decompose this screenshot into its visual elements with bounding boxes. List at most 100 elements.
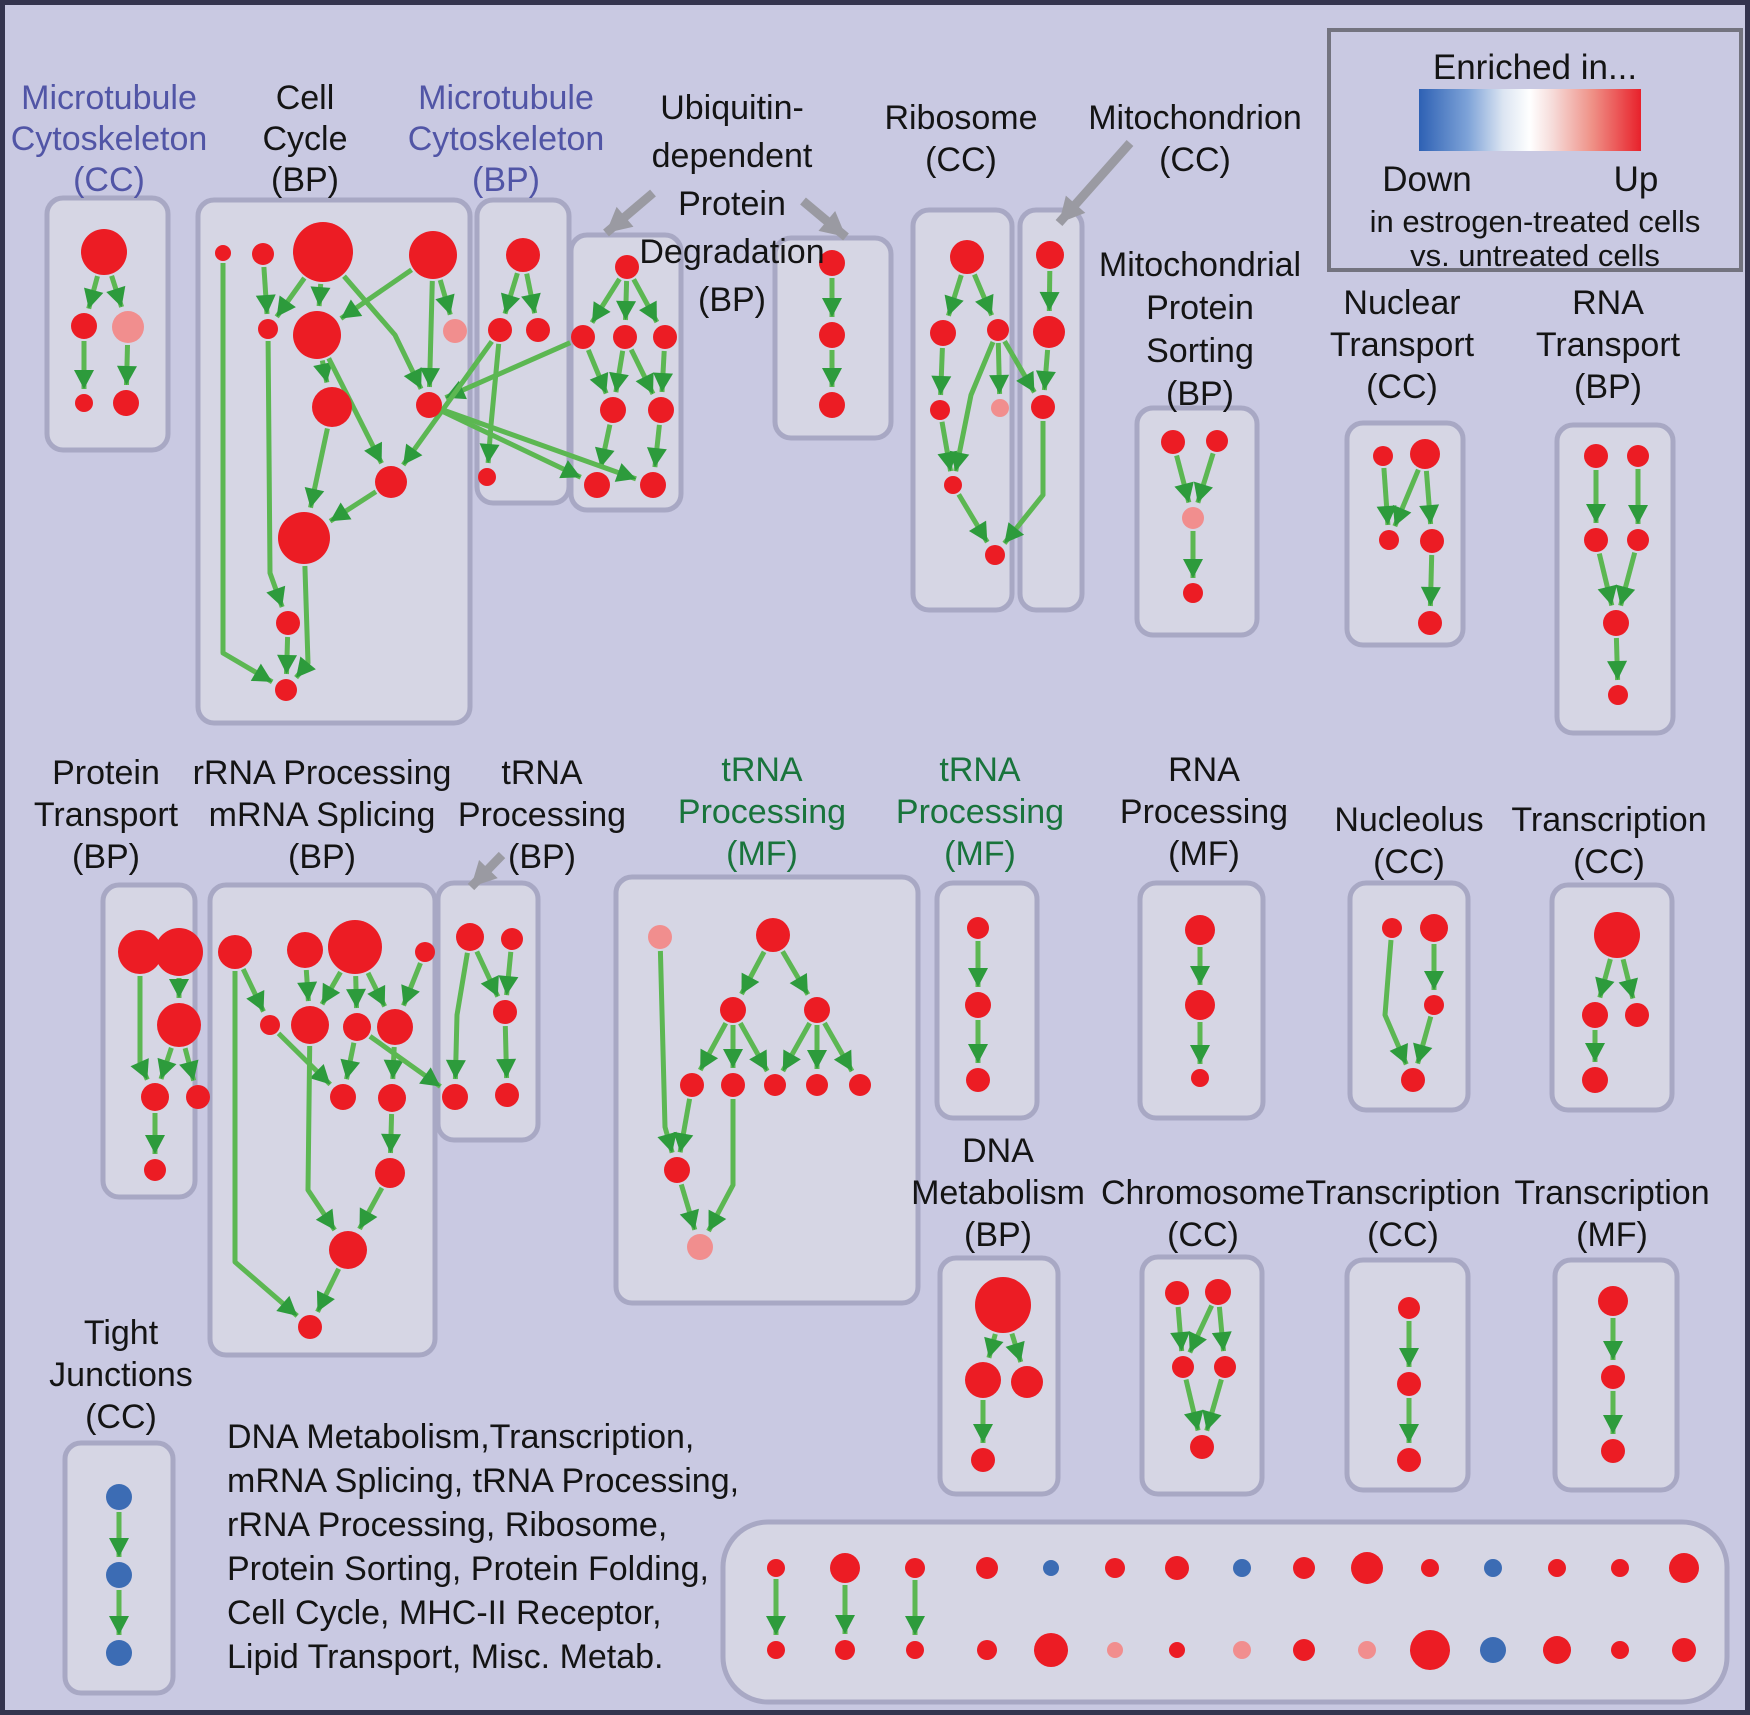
cluster-label-nuctrans: Nuclear: [1343, 284, 1460, 322]
go-term-node-mtbp: [526, 318, 550, 342]
go-term-node-nuctrans: [1410, 439, 1440, 469]
legend-box: Enriched in... Down Up in estrogen-treat…: [1327, 28, 1743, 273]
go-term-node-trnamf1: [764, 1074, 786, 1096]
enrichment-edge: [989, 342, 1010, 395]
cluster-label-ribosome: Ribosome: [884, 99, 1037, 137]
go-term-node-trnamf1: [664, 1157, 690, 1183]
go-term-node-trnamf1: [756, 918, 790, 952]
cluster-label-mtcc: Microtubule: [21, 79, 197, 117]
cluster-box-rnatrans: [1554, 422, 1676, 736]
go-term-node-rrna: [328, 920, 382, 974]
enrichment-edge: [401, 339, 494, 467]
cluster-label-transcc1: Transcription: [1511, 801, 1706, 839]
go-term-node-tightjunc: [106, 1640, 132, 1666]
enrichment-edge: [1193, 452, 1216, 504]
cluster-label-cellcycle: (BP): [271, 161, 339, 199]
go-term-node-ubiquitin: [653, 325, 677, 349]
enrichment-edge: [628, 348, 656, 396]
label-callout-arrow: [800, 197, 849, 241]
go-term-node-trnamf1: [648, 925, 672, 949]
go-term-node-mito: [1033, 316, 1065, 348]
go-term-node-transcc1: [1625, 1003, 1649, 1027]
enrichment-edge: [274, 276, 307, 319]
cluster-label-tightjunc: (CC): [85, 1398, 157, 1436]
go-term-node-misc: [1672, 1638, 1696, 1662]
go-term-node-mitosort: [1182, 507, 1204, 529]
go-term-node-mtcc: [113, 390, 139, 416]
go-term-node-nuctrans: [1420, 529, 1444, 553]
enrichment-edge: [949, 341, 996, 472]
misc-terms-line: rRNA Processing, Ribosome,: [227, 1506, 668, 1544]
enrichment-edge: [232, 971, 299, 1318]
go-term-node-ribosome: [985, 545, 1005, 565]
enrichment-edge: [1187, 1304, 1214, 1354]
enrichment-edge: [474, 950, 501, 998]
cluster-label-trnamf2: Processing: [896, 793, 1064, 831]
go-term-node-misc: [906, 1641, 924, 1659]
go-term-node-ribosome: [950, 240, 984, 274]
go-term-node-prottrans: [144, 1159, 166, 1181]
enrichment-edge: [310, 283, 331, 307]
go-term-node-dnametab: [971, 1448, 995, 1472]
go-term-node-rrna: [329, 1231, 367, 1269]
cluster-label-mtbp: Microtubule: [418, 79, 594, 117]
enrichment-edge: [678, 1183, 699, 1231]
cluster-label-ubiquitin: (BP): [698, 281, 766, 319]
go-term-node-trnabp: [442, 1084, 468, 1110]
go-term-node-transmf: [1601, 1439, 1625, 1463]
enrichment-edge: [420, 280, 440, 388]
go-term-node-misc: [1480, 1637, 1506, 1663]
go-term-node-transcc2: [1397, 1372, 1421, 1396]
go-term-node-misc: [1165, 1556, 1189, 1580]
go-term-node-tightjunc: [106, 1484, 132, 1510]
go-term-node-ubiquitin: [615, 255, 639, 279]
go-term-node-misc: [1611, 1559, 1629, 1577]
cluster-label-rrna: (BP): [288, 838, 356, 876]
enrichment-edge: [739, 950, 767, 996]
enrichment-edge: [1002, 339, 1037, 394]
go-term-node-prottrans: [186, 1085, 210, 1109]
go-term-node-rrna: [415, 942, 435, 962]
go-term-node-prottrans: [157, 1003, 201, 1047]
go-term-node-mtbp: [478, 468, 496, 486]
legend-gradient-bar: [1419, 89, 1641, 151]
go-term-node-trnabp: [501, 928, 523, 950]
misc-terms-line: mRNA Splicing, tRNA Processing,: [227, 1462, 740, 1500]
cluster-label-ribosome: (CC): [925, 141, 997, 179]
go-term-node-mitosort: [1183, 583, 1203, 603]
go-term-node-dnametab: [965, 1362, 1001, 1398]
go-term-node-ubiquitin: [584, 472, 610, 498]
cluster-label-transcc2: Transcription: [1305, 1174, 1500, 1212]
go-term-node-cellcycle: [416, 392, 442, 418]
go-term-node-trnabp: [456, 923, 484, 951]
go-term-node-transcc2: [1398, 1297, 1420, 1319]
go-term-node-rrna: [343, 1013, 371, 1041]
legend-title: Enriched in...: [1432, 48, 1638, 87]
misc-terms-line: DNA Metabolism,Transcription,: [227, 1418, 695, 1456]
network-canvas: MicrotubuleCytoskeleton(CC)CellCycle(BP)…: [5, 5, 1745, 1710]
go-term-node-misc: [1611, 1641, 1629, 1659]
go-term-node-ubiq2: [819, 392, 845, 418]
enrichment-edge: [441, 409, 582, 480]
go-term-node-misc: [1043, 1560, 1059, 1576]
go-term-node-rrna: [377, 1009, 413, 1045]
cluster-box-nuctrans: [1344, 420, 1466, 648]
enrichment-edge: [319, 970, 343, 1006]
enrichment-edge: [116, 344, 137, 386]
enrichment-edge: [609, 350, 629, 393]
label-callout-arrow: [467, 851, 506, 891]
legend-down-label: Down: [1382, 160, 1472, 199]
go-term-node-mtbp: [506, 238, 540, 272]
cluster-label-tightjunc: Junctions: [49, 1356, 193, 1394]
enrichment-edge: [1174, 454, 1194, 504]
cluster-label-ubiquitin: dependent: [652, 137, 813, 175]
cluster-label-nuctrans: (CC): [1366, 368, 1438, 406]
cluster-label-ubiquitin: Degradation: [639, 233, 824, 271]
enrichment-edge: [276, 1031, 332, 1087]
cluster-label-dnametab: DNA: [962, 1132, 1034, 1170]
enrichment-edge: [1420, 554, 1441, 607]
go-term-node-rnamf: [1185, 990, 1215, 1020]
enrichment-edge: [1596, 553, 1618, 607]
go-term-node-transmf: [1598, 1286, 1628, 1316]
